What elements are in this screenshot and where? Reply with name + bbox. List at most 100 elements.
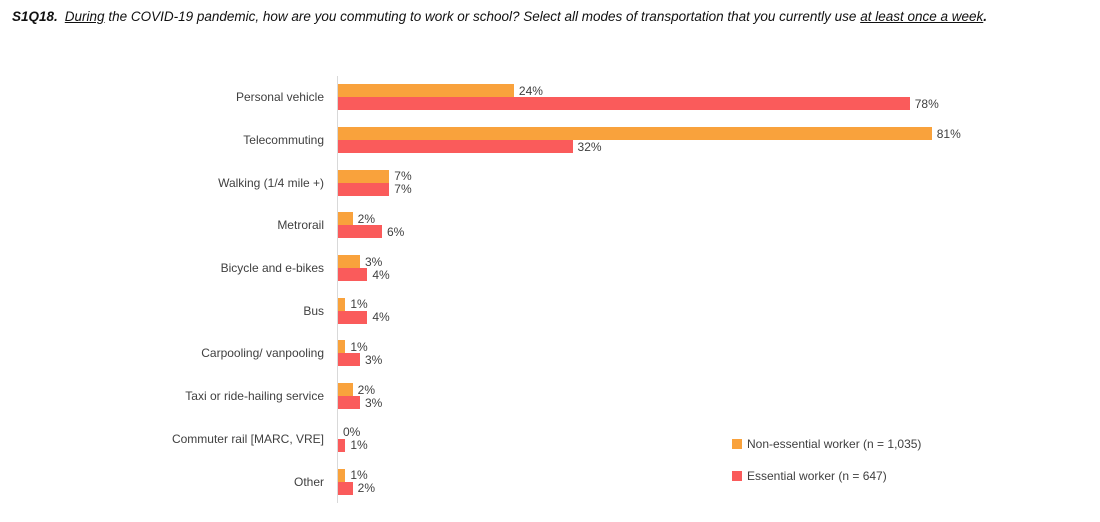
bar-line: 81% (338, 126, 1100, 141)
value-label: 78% (914, 96, 939, 111)
bar-line: 7% (338, 169, 1100, 184)
category-label: Commuter rail [MARC, VRE] (171, 431, 324, 446)
category-label: Bicycle and e-bikes (220, 261, 324, 276)
bar-non-essential (338, 212, 353, 226)
value-label: 6% (386, 224, 405, 239)
bar-essential (338, 353, 360, 367)
bar-essential (338, 268, 368, 282)
bar-group: 81% 32% (337, 118, 1100, 162)
value-label: 32% (577, 139, 602, 154)
legend-swatch-icon (732, 439, 742, 449)
bar-essential (338, 182, 390, 196)
legend-item: Essential worker (n = 647) (732, 469, 921, 483)
value-label: 3% (364, 395, 383, 410)
bar-non-essential (338, 169, 390, 183)
title-period: . (983, 9, 988, 24)
bar-essential (338, 396, 360, 410)
legend-label: Essential worker (n = 647) (747, 469, 887, 483)
bar-group: 2% 6% (337, 204, 1100, 247)
category-label: Bus (303, 303, 324, 318)
value-label: 2% (357, 211, 375, 226)
title-underlined-phrase: at least once a week (860, 9, 984, 24)
bar-line: 1% (338, 297, 1100, 312)
bar-line: 3% (338, 352, 1100, 367)
chart-row: Personal vehicle 24% 78% (0, 76, 1100, 119)
bar-group: 0% 1% (337, 417, 1100, 461)
bar-line: 1% (338, 438, 1100, 453)
value-label: 1% (350, 297, 368, 312)
bar-group: 7% 7% (337, 161, 1100, 205)
bar-line: 4% (338, 310, 1100, 325)
bar-non-essential (338, 297, 346, 311)
chart-row: Commuter rail [MARC, VRE] 0% 1% (0, 417, 1100, 461)
value-label: 7% (394, 182, 412, 197)
chart-row: Taxi or ride-hailing service 2% 3% (0, 374, 1100, 418)
bar-line: 2% (338, 382, 1100, 397)
bar-line: 1% (338, 339, 1100, 354)
bar-group: 1% 3% (337, 332, 1100, 375)
category-label: Telecommuting (243, 133, 324, 148)
bar-group: 1% 2% (337, 460, 1100, 503)
bar-line: 3% (338, 395, 1100, 410)
category-label: Metrorail (277, 218, 324, 233)
value-label: 2% (357, 382, 375, 397)
legend-item: Non-essential worker (n = 1,035) (732, 437, 922, 451)
bar-group: 1% 4% (337, 289, 1100, 333)
bar-line: 1% (338, 468, 1100, 482)
bar-line: 24% (338, 83, 1100, 98)
legend-label: Non-essential worker (n = 1,035) (747, 437, 922, 451)
value-label: 24% (518, 83, 543, 98)
bar-essential (338, 97, 910, 111)
bar-essential (338, 438, 346, 452)
question-title: S1Q18. During the COVID-19 pandemic, how … (12, 9, 987, 24)
bar-non-essential (338, 84, 514, 98)
category-label: Carpooling/ vanpooling (201, 346, 324, 361)
value-label: 4% (372, 310, 390, 325)
value-label: 1% (350, 438, 368, 453)
value-label: 1% (350, 339, 368, 354)
chart-row: Carpooling/ vanpooling 1% 3% (0, 332, 1100, 375)
bar-essential (338, 310, 368, 324)
value-label: 81% (936, 126, 961, 141)
bar-group: 24% 78% (337, 76, 1100, 119)
bar-chart: Personal vehicle 24% 78% Telecommuting 81% 32… (0, 76, 1100, 503)
bar-essential (338, 140, 573, 154)
bar-non-essential (338, 340, 346, 354)
bar-group: 2% 3% (337, 374, 1100, 418)
chart-row: Walking (1/4 mile +) 7% 7% (0, 161, 1100, 205)
title-text: the COVID-19 pandemic, how are you commu… (104, 9, 861, 24)
chart-row: Bicycle and e-bikes 3% 4% (0, 246, 1100, 290)
chart-row: Other 1% 2% (0, 460, 1100, 503)
category-label: Other (293, 474, 324, 489)
value-label: 0% (343, 425, 361, 440)
question-number: S1Q18. (12, 9, 58, 24)
value-label: 4% (372, 267, 390, 282)
bar-essential (338, 481, 353, 495)
category-label: Walking (1/4 mile +) (218, 175, 324, 190)
legend-swatch-icon (732, 471, 742, 481)
bar-line: 2% (338, 481, 1100, 496)
category-label: Personal vehicle (235, 90, 324, 105)
bar-non-essential (338, 383, 353, 397)
bar-line: 2% (338, 211, 1100, 226)
bar-group: 3% 4% (337, 246, 1100, 290)
bar-line: 6% (338, 224, 1100, 239)
value-label: 3% (364, 254, 383, 269)
bar-line: 32% (338, 139, 1100, 154)
category-label: Taxi or ride-hailing service (185, 389, 324, 404)
bar-line: 78% (338, 96, 1100, 111)
bar-essential (338, 225, 382, 239)
chart-row: Bus 1% 4% (0, 289, 1100, 333)
bar-non-essential (338, 127, 932, 141)
value-label: 2% (357, 481, 375, 496)
bar-line: 0% (338, 425, 1100, 440)
bar-line: 3% (338, 254, 1100, 269)
title-underlined-word: During (64, 9, 105, 24)
bar-non-essential (338, 468, 346, 482)
chart-row: Telecommuting 81% 32% (0, 118, 1100, 162)
bar-line: 7% (338, 182, 1100, 197)
value-label: 3% (364, 352, 383, 367)
chart-legend: Non-essential worker (n = 1,035) Essentia… (732, 437, 922, 502)
value-label: 7% (394, 169, 412, 184)
chart-row: Metrorail 2% 6% (0, 204, 1100, 247)
